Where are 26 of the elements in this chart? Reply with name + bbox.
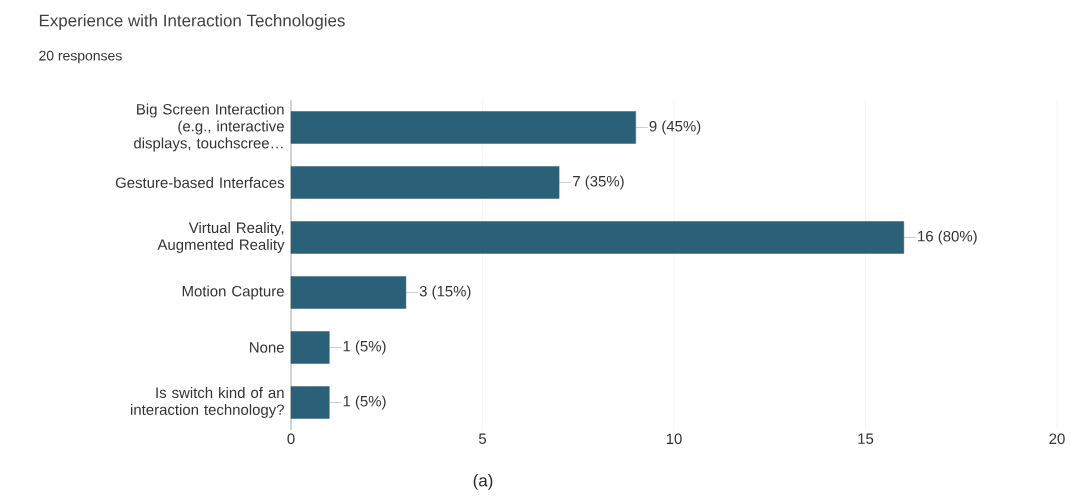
- y-tick-label: Motion Capture: [182, 285, 284, 300]
- data-label: 16 (80%): [918, 230, 977, 245]
- chart-title: Experience with Interaction Technologies: [39, 14, 345, 30]
- bar: [290, 386, 330, 419]
- y-tick-label: Gesture-based Interfaces: [115, 177, 284, 188]
- y-tick-label: Virtual Reality, Augmented Reality: [157, 222, 285, 253]
- y-tick-label: Big Screen Interaction (e.g., interactive displays, touchscree…: [134, 103, 284, 152]
- bar: [290, 111, 636, 144]
- data-label: 9 (45%): [649, 120, 701, 135]
- bar: [290, 221, 905, 254]
- data-label: 1 (5%): [343, 395, 386, 410]
- bar: [290, 331, 330, 364]
- y-tick-label: None: [250, 342, 284, 353]
- bar: [290, 276, 407, 309]
- text: (a): [473, 474, 493, 490]
- x-tick-label: 10: [666, 433, 682, 445]
- data-label: 1 (5%): [343, 340, 386, 355]
- data-label: 3 (15%): [419, 285, 471, 300]
- bar: [290, 166, 560, 199]
- text: 20 responses: [39, 50, 122, 64]
- y-tick-label: Is switch kind of an interaction technology?: [131, 387, 284, 418]
- x-tick-label: 20: [1049, 433, 1065, 445]
- x-tick-label: 5: [478, 433, 487, 444]
- data-label: 7 (35%): [573, 175, 624, 190]
- x-tick-label: 15: [858, 433, 874, 444]
- x-tick-label: 0: [287, 433, 295, 445]
